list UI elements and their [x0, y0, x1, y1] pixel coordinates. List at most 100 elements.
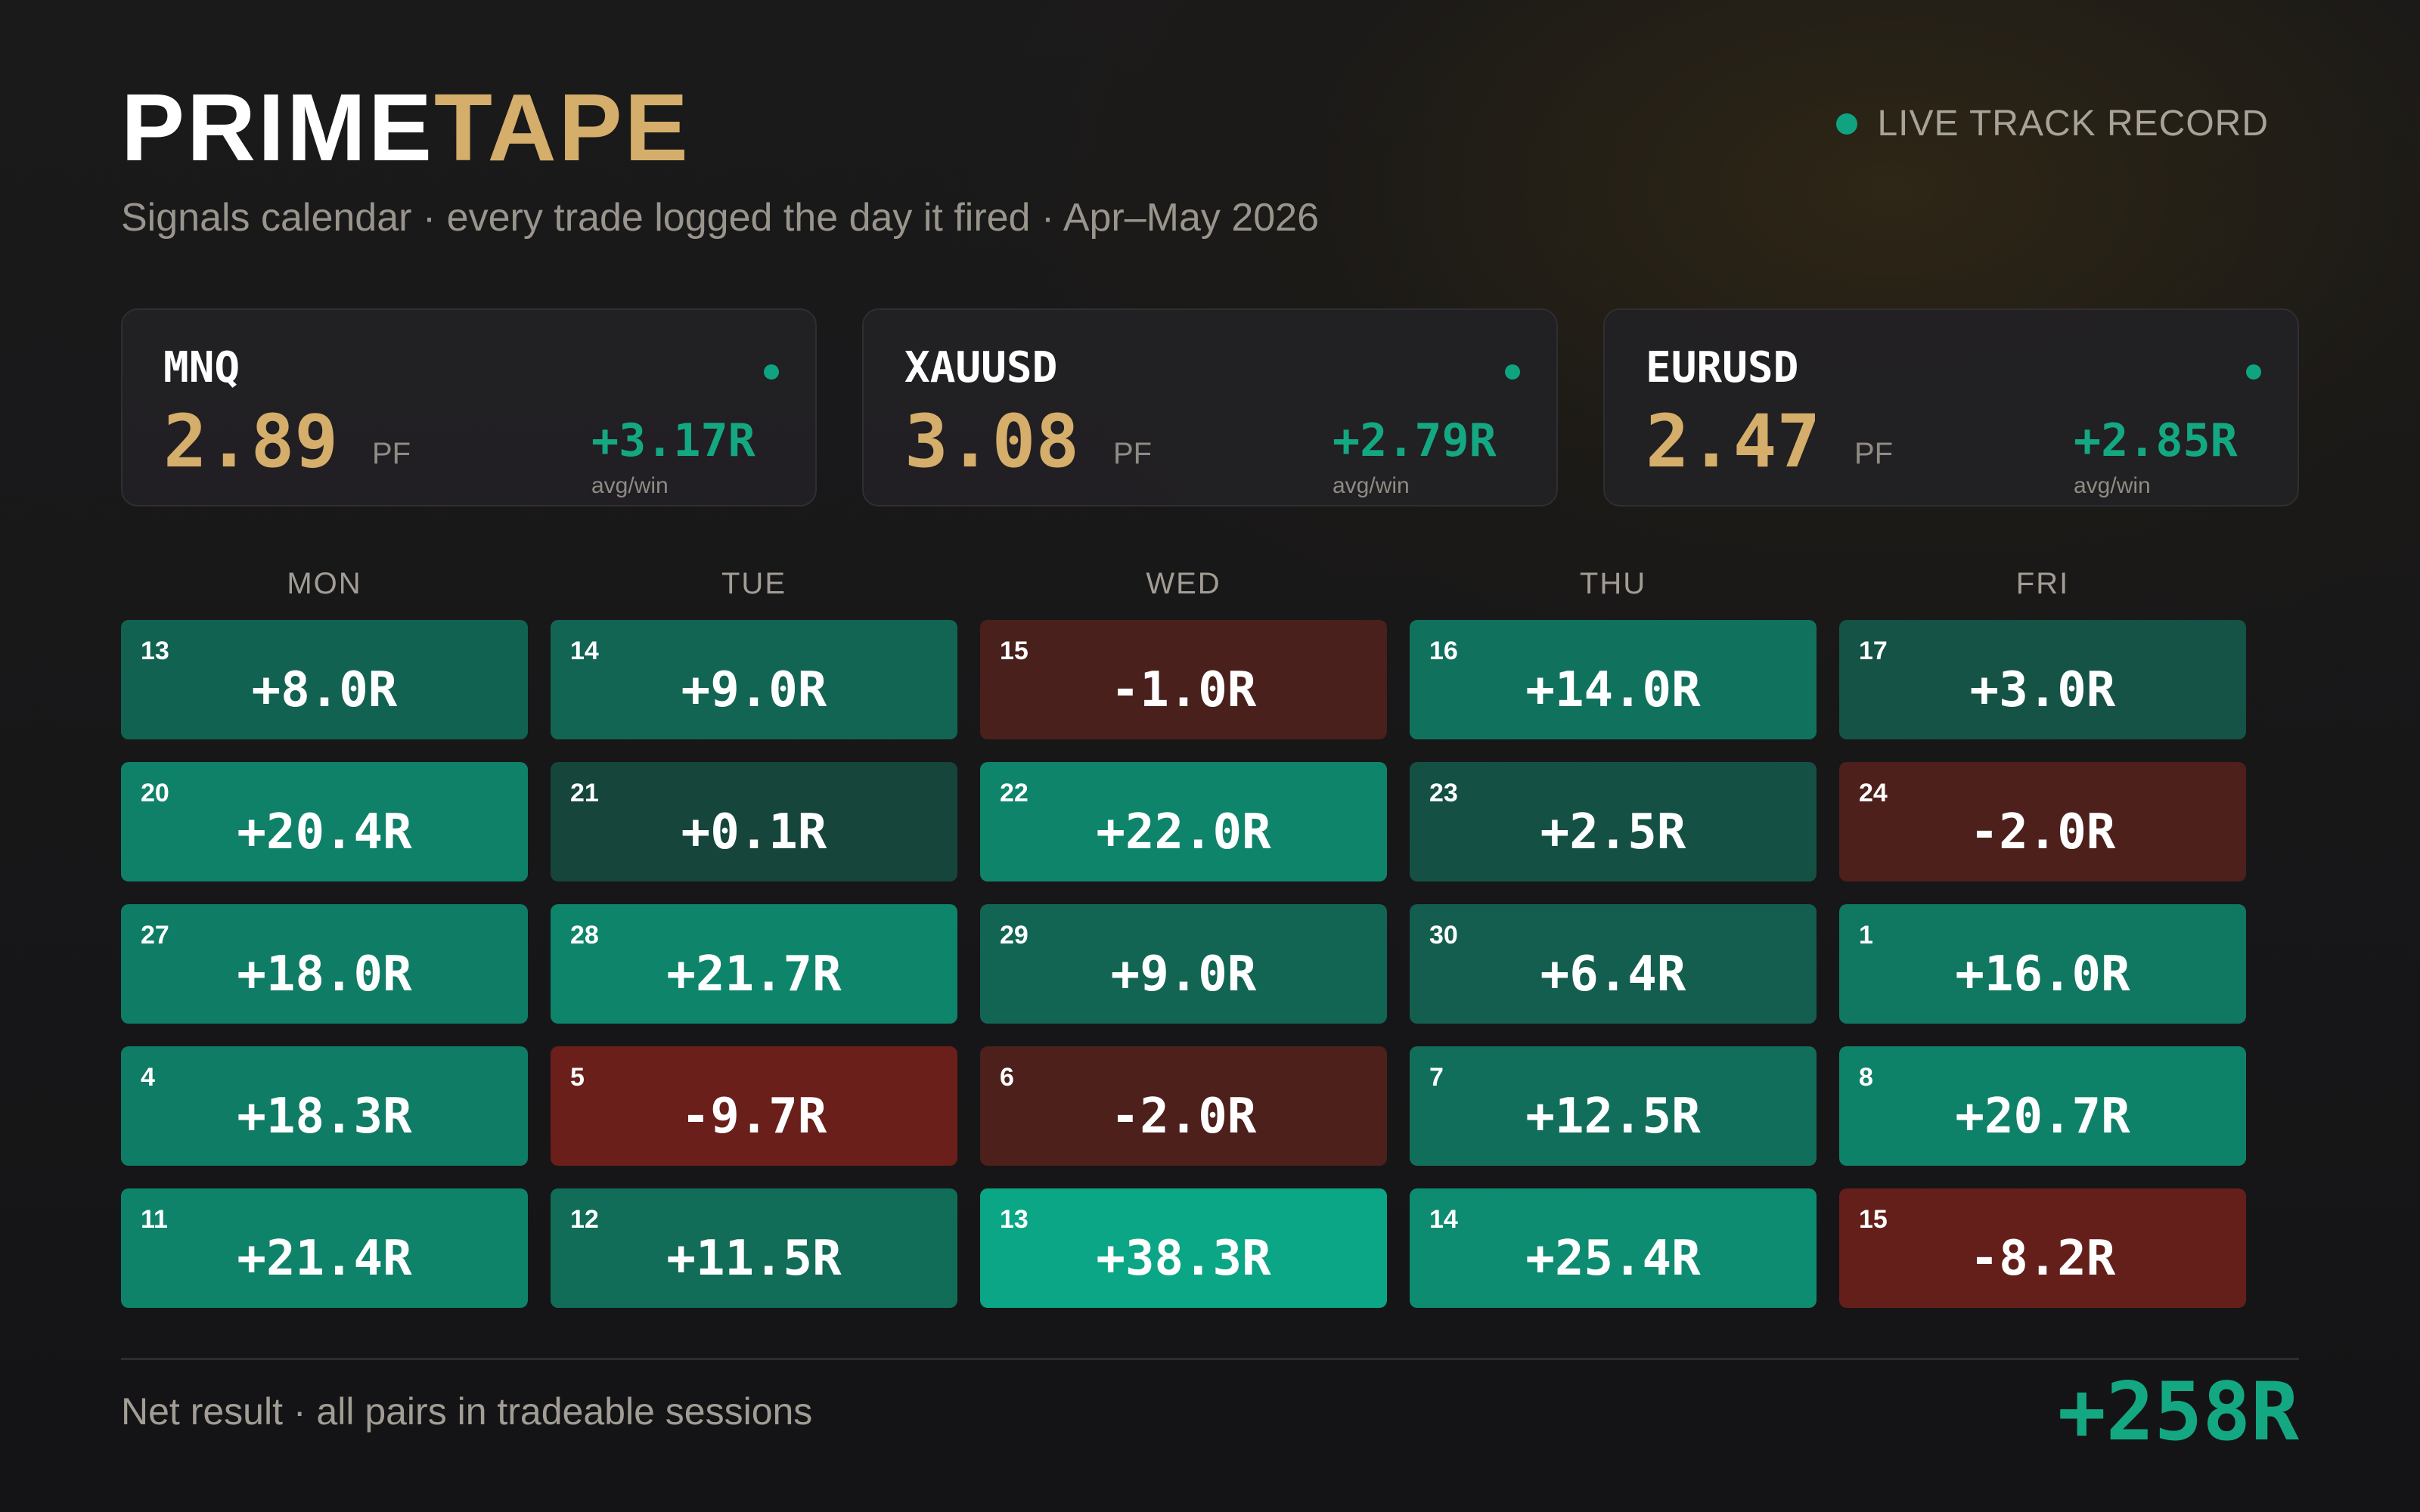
day-number: 17: [1859, 637, 1888, 665]
day-number: 29: [1000, 921, 1028, 950]
day-result: +11.5R: [666, 1231, 842, 1287]
card-ticker: XAUUSD: [904, 343, 1058, 392]
day-number: 27: [141, 921, 169, 950]
day-result: -8.2R: [1969, 1231, 2116, 1287]
day-number: 1: [1859, 921, 1873, 950]
card-pf-label: PF: [1854, 437, 1894, 470]
net-result-total: +258R: [2057, 1365, 2299, 1458]
card-avg-label: avg/win: [2074, 473, 2151, 498]
day-result: +38.3R: [1096, 1231, 1271, 1287]
day-number: 23: [1429, 779, 1458, 807]
day-result: +20.4R: [237, 804, 412, 860]
day-number: 7: [1429, 1063, 1444, 1092]
live-dot-icon: [1836, 113, 1858, 135]
stat-card-mnq[interactable]: MNQ 2.89 PF +3.17R avg/win: [121, 308, 817, 507]
calendar-day-cell[interactable]: 13 +8.0R: [121, 620, 528, 739]
day-number: 4: [141, 1063, 155, 1092]
weekday-header: MON TUE WED THU FRI: [121, 567, 2248, 612]
live-label: LIVE TRACK RECORD: [1877, 104, 2269, 144]
calendar-day-cell[interactable]: 20 +20.4R: [121, 762, 528, 881]
card-pf-label: PF: [1113, 437, 1153, 470]
stat-card-eurusd[interactable]: EURUSD 2.47 PF +2.85R avg/win: [1603, 308, 2299, 507]
day-number: 28: [570, 921, 599, 950]
calendar-day-cell[interactable]: 1 +16.0R: [1839, 904, 2246, 1024]
card-avg-win: +2.79R: [1333, 414, 1497, 467]
calendar-day-cell[interactable]: 13 +38.3R: [980, 1188, 1387, 1308]
calendar-day-cell[interactable]: 14 +9.0R: [551, 620, 957, 739]
weekday-thu: THU: [1579, 567, 1647, 600]
card-pf-label: PF: [372, 437, 411, 470]
card-profit-factor: 2.47: [1646, 399, 1821, 484]
page-subtitle: Signals calendar · every trade logged th…: [121, 196, 1320, 240]
day-result: -2.0R: [1110, 1089, 1257, 1145]
card-avg-label: avg/win: [591, 473, 669, 498]
card-profit-factor: 2.89: [163, 399, 339, 484]
day-number: 24: [1859, 779, 1888, 807]
status-dot-icon: [1505, 364, 1520, 380]
calendar-day-cell[interactable]: 29 +9.0R: [980, 904, 1387, 1024]
card-ticker: MNQ: [163, 343, 240, 392]
calendar-day-cell[interactable]: 21 +0.1R: [551, 762, 957, 881]
day-number: 11: [141, 1205, 168, 1234]
calendar-day-cell[interactable]: 15 -8.2R: [1839, 1188, 2246, 1308]
day-result: +16.0R: [1955, 947, 2130, 1002]
calendar-day-cell[interactable]: 11 +21.4R: [121, 1188, 528, 1308]
day-result: +12.5R: [1525, 1089, 1701, 1145]
stat-cards: MNQ 2.89 PF +3.17R avg/win XAUUSD 3.08 P…: [121, 308, 2299, 507]
brand-tape: TAPE: [434, 74, 690, 181]
calendar-day-cell[interactable]: 27 +18.0R: [121, 904, 528, 1024]
calendar-day-cell[interactable]: 15 -1.0R: [980, 620, 1387, 739]
day-number: 22: [1000, 779, 1028, 807]
day-result: +14.0R: [1525, 662, 1701, 718]
day-result: +21.7R: [666, 947, 842, 1002]
calendar-day-cell[interactable]: 22 +22.0R: [980, 762, 1387, 881]
day-number: 13: [141, 637, 169, 665]
day-result: +18.0R: [237, 947, 412, 1002]
calendar-day-cell[interactable]: 23 +2.5R: [1410, 762, 1817, 881]
calendar-day-cell[interactable]: 7 +12.5R: [1410, 1046, 1817, 1166]
day-result: -2.0R: [1969, 804, 2116, 860]
calendar-day-cell[interactable]: 16 +14.0R: [1410, 620, 1817, 739]
brand-logo: PRIMETAPE: [121, 80, 690, 175]
day-number: 20: [141, 779, 169, 807]
calendar-day-cell[interactable]: 30 +6.4R: [1410, 904, 1817, 1024]
calendar-day-cell[interactable]: 12 +11.5R: [551, 1188, 957, 1308]
day-result: +22.0R: [1096, 804, 1271, 860]
calendar-day-cell[interactable]: 8 +20.7R: [1839, 1046, 2246, 1166]
net-result-label: Net result · all pairs in tradeable sess…: [121, 1390, 813, 1433]
card-avg-win: +2.85R: [2074, 414, 2238, 467]
calendar-day-cell[interactable]: 6 -2.0R: [980, 1046, 1387, 1166]
calendar-day-cell[interactable]: 24 -2.0R: [1839, 762, 2246, 881]
calendar-day-cell[interactable]: 17 +3.0R: [1839, 620, 2246, 739]
day-result: +18.3R: [237, 1089, 412, 1145]
day-number: 21: [570, 779, 599, 807]
weekday-tue: TUE: [721, 567, 786, 600]
card-avg-label: avg/win: [1333, 473, 1410, 498]
card-ticker: EURUSD: [1646, 343, 1799, 392]
day-number: 14: [1429, 1205, 1458, 1234]
brand-prime: PRIME: [121, 74, 435, 181]
footer-divider: [121, 1358, 2299, 1360]
weekday-fri: FRI: [2015, 567, 2070, 600]
day-result: -1.0R: [1110, 662, 1257, 718]
calendar-day-cell[interactable]: 28 +21.7R: [551, 904, 957, 1024]
day-result: +25.4R: [1525, 1231, 1701, 1287]
day-number: 13: [1000, 1205, 1028, 1234]
status-dot-icon: [2246, 364, 2261, 380]
day-number: 16: [1429, 637, 1458, 665]
day-number: 15: [1000, 637, 1028, 665]
calendar-day-cell[interactable]: 5 -9.7R: [551, 1046, 957, 1166]
calendar-day-cell[interactable]: 14 +25.4R: [1410, 1188, 1817, 1308]
day-number: 14: [570, 637, 599, 665]
stat-card-xauusd[interactable]: XAUUSD 3.08 PF +2.79R avg/win: [862, 308, 1558, 507]
day-number: 5: [570, 1063, 585, 1092]
day-result: +8.0R: [251, 662, 398, 718]
day-result: +2.5R: [1540, 804, 1686, 860]
calendar-day-cell[interactable]: 4 +18.3R: [121, 1046, 528, 1166]
day-number: 12: [570, 1205, 599, 1234]
card-profit-factor: 3.08: [904, 399, 1080, 484]
day-result: +9.0R: [681, 662, 827, 718]
day-number: 8: [1859, 1063, 1873, 1092]
day-result: +3.0R: [1969, 662, 2116, 718]
card-avg-win: +3.17R: [591, 414, 755, 467]
